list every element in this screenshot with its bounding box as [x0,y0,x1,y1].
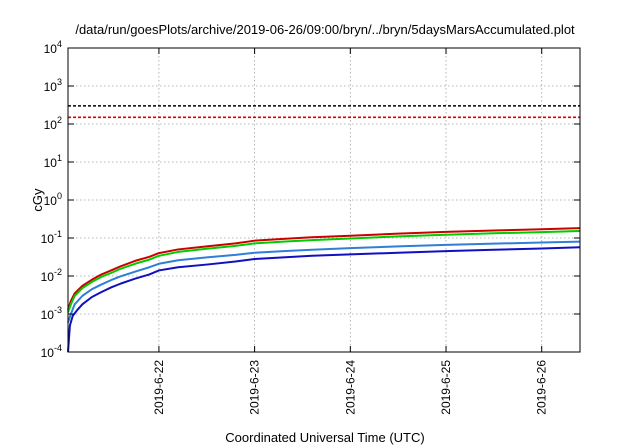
reference-lines [68,105,580,119]
series-line [67,246,581,353]
y-tick-exponent: 1 [57,153,62,163]
series-line [67,229,581,313]
y-tick-exponent: -4 [54,343,62,353]
x-tick-label: 2019-6-23 [248,360,262,415]
grid [68,48,580,352]
y-tick-exponent: 0 [57,191,62,201]
y-axis-label: cGy [30,188,45,212]
series-lines [67,227,581,353]
x-axis-label: Coordinated Universal Time (UTC) [225,430,424,445]
y-tick-exponent: 2 [57,115,62,125]
series-line [67,240,581,323]
x-tick-label: 2019-6-24 [343,360,357,415]
y-tick-exponent: -2 [54,267,62,277]
x-tick-label: 2019-6-26 [535,360,549,415]
y-tick-exponent: -1 [54,229,62,239]
chart-title: /data/run/goesPlots/archive/2019-06-26/0… [75,22,575,37]
x-tick-label: 2019-6-25 [439,360,453,415]
x-axis-ticks: 2019-6-22 2019-6-23 2019-6-24 2019-6-25 2019… [152,48,549,415]
y-tick-exponent: 4 [57,39,62,49]
series-line [67,227,581,310]
y-tick-exponent: -3 [54,305,62,315]
y-tick-exponent: 3 [57,77,62,87]
x-tick-label: 2019-6-22 [152,360,166,415]
